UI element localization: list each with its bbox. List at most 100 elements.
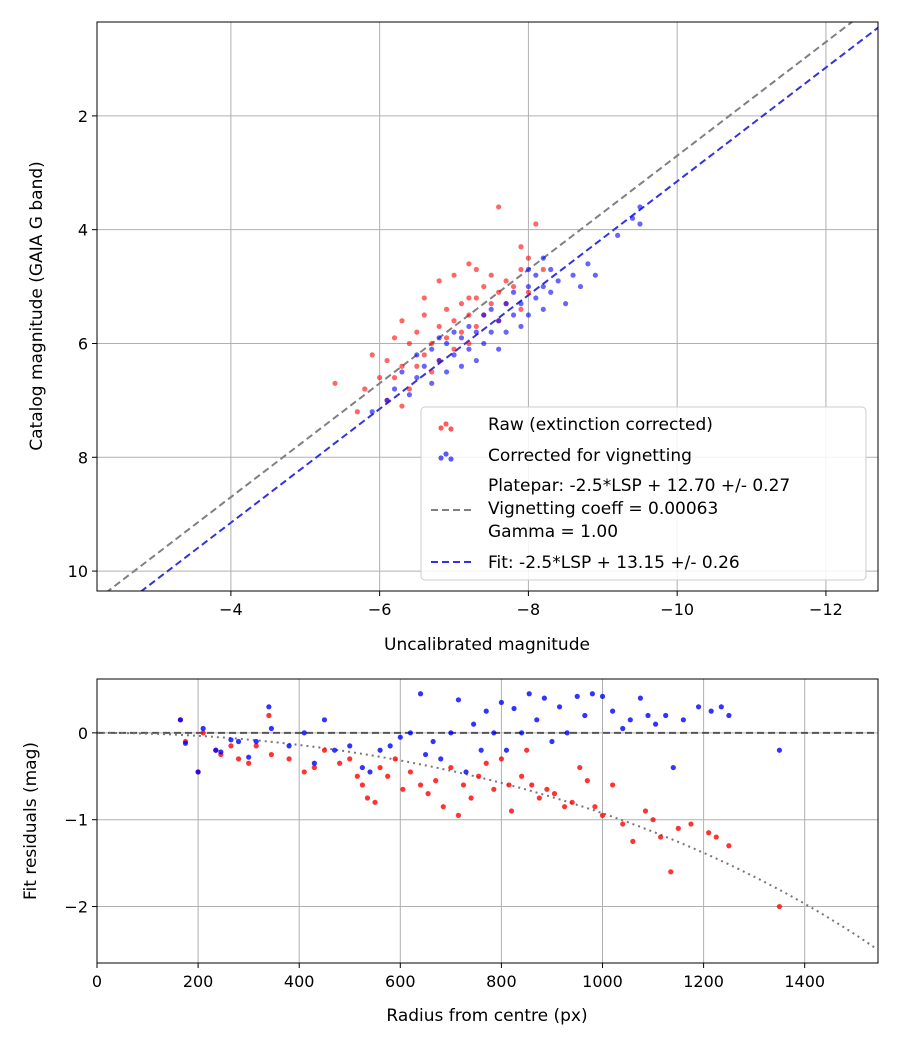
raw-point <box>228 743 234 749</box>
legend-gamma-label: Gamma = 1.00 <box>488 522 618 542</box>
corrected-point <box>496 346 502 352</box>
raw-point <box>688 821 694 827</box>
corrected-point <box>555 278 561 284</box>
raw-point <box>321 747 328 753</box>
raw-point <box>713 834 719 840</box>
raw-point <box>451 346 457 352</box>
raw-point <box>429 369 435 375</box>
raw-point <box>668 869 674 875</box>
raw-point <box>466 340 472 347</box>
corrected-point <box>414 352 420 358</box>
corrected-point <box>213 747 219 753</box>
corrected-point <box>577 283 584 290</box>
corrected-point <box>195 769 201 775</box>
raw-point <box>460 782 467 788</box>
corrected-point <box>321 717 328 723</box>
corrected-point <box>637 221 643 227</box>
legend-raw-marker <box>438 425 444 431</box>
raw-point <box>406 386 412 392</box>
raw-point <box>488 272 494 278</box>
raw-point <box>421 295 427 301</box>
corrected-point <box>549 738 555 745</box>
corrected-point <box>421 363 427 369</box>
raw-point <box>525 289 532 295</box>
raw-point <box>481 283 487 290</box>
raw-point <box>429 340 435 347</box>
corrected-point <box>548 266 554 273</box>
corrected-point <box>556 704 563 710</box>
corrected-point <box>627 717 633 723</box>
raw-point <box>443 335 450 341</box>
corrected-point <box>589 691 595 697</box>
raw-point <box>372 799 378 805</box>
bottom-axes-frame <box>96 678 879 964</box>
corrected-point <box>182 740 189 746</box>
raw-point <box>650 817 656 823</box>
raw-point <box>451 318 457 324</box>
raw-point <box>362 386 368 392</box>
corrected-point <box>429 380 435 386</box>
bottom-grid <box>96 679 878 963</box>
corrected-point <box>384 397 390 403</box>
raw-point <box>399 363 405 369</box>
corrected-point <box>488 329 494 335</box>
corrected-point <box>387 743 393 749</box>
legend-raw-label: Raw (extinction corrected) <box>488 415 713 435</box>
bottom-y-axis-label: Fit residuals (mag) <box>21 742 41 900</box>
corrected-point <box>525 283 532 290</box>
corrected-point <box>463 769 469 775</box>
y-tick-label: 6 <box>78 334 88 353</box>
raw-point <box>473 295 479 301</box>
raw-point <box>377 764 383 771</box>
raw-point <box>400 786 406 792</box>
raw-point <box>466 312 472 318</box>
corrected-point <box>548 289 554 295</box>
corrected-point <box>458 335 465 341</box>
raw-point <box>359 782 365 788</box>
raw-point <box>407 769 414 775</box>
corrected-point <box>680 717 686 723</box>
raw-point <box>391 335 398 341</box>
platepar-line <box>106 22 854 591</box>
raw-point <box>506 782 512 788</box>
raw-point <box>286 756 292 762</box>
raw-point <box>540 266 546 273</box>
corrected-point <box>311 760 317 766</box>
corrected-point <box>503 329 509 335</box>
raw-point <box>347 756 353 762</box>
corrected-point <box>637 695 644 701</box>
raw-point <box>399 318 405 324</box>
raw-point <box>455 812 462 818</box>
corrected-point <box>599 693 606 699</box>
corrected-point <box>481 312 487 318</box>
legend-platepar-label: Platepar: -2.5*LSP + 12.70 +/- 0.27 <box>488 476 790 496</box>
raw-point <box>658 834 664 840</box>
y-tick-label: −1 <box>64 811 88 830</box>
corrected-point <box>430 738 436 745</box>
corrected-point <box>652 721 659 727</box>
corrected-point <box>496 318 502 324</box>
raw-point <box>551 791 558 797</box>
x-tick-label: −8 <box>517 600 541 619</box>
corrected-point <box>228 737 234 743</box>
legend: Raw (extinction corrected) Corrected for… <box>420 406 867 581</box>
corrected-point <box>592 272 598 278</box>
raw-point <box>436 278 442 284</box>
raw-point <box>525 255 532 261</box>
corrected-point <box>776 747 783 753</box>
corrected-point <box>246 754 252 760</box>
corrected-point <box>466 346 472 352</box>
raw-point <box>518 306 524 312</box>
legend-raw-marker <box>443 421 449 427</box>
raw-point <box>776 903 783 910</box>
corrected-point <box>540 255 546 261</box>
corrected-point <box>451 329 457 335</box>
raw-point <box>392 756 398 762</box>
legend-corrected-marker <box>448 456 454 462</box>
raw-point <box>510 283 517 290</box>
raw-point <box>536 795 542 801</box>
corrected-point <box>331 747 338 753</box>
raw-point <box>399 403 405 409</box>
corrected-point <box>620 725 626 732</box>
